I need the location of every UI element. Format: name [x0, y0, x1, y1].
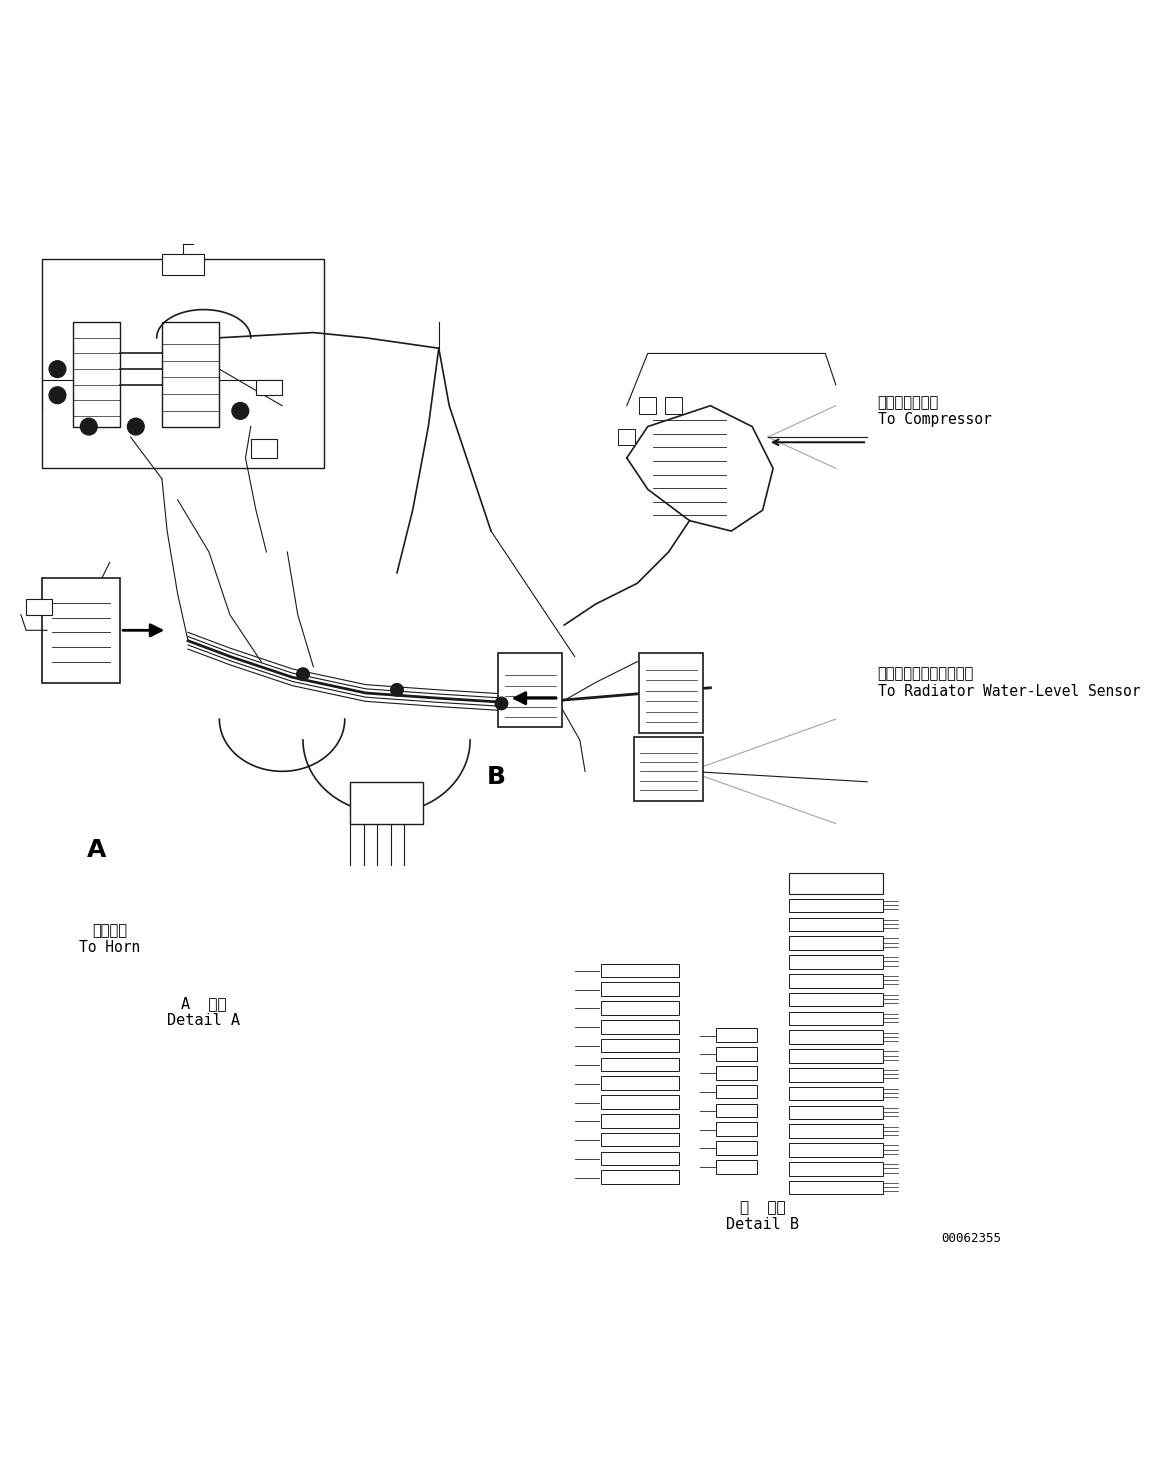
Circle shape [80, 419, 98, 435]
Bar [162, 255, 204, 275]
Bar [26, 599, 52, 614]
Bar [789, 1106, 883, 1119]
Bar [162, 323, 220, 426]
Circle shape [49, 386, 66, 404]
Text: ラジエータ水位センサへ
To Radiator Water-Level Sensor: ラジエータ水位センサへ To Radiator Water-Level Sens… [878, 666, 1140, 699]
Bar [601, 1000, 679, 1015]
Bar [789, 1143, 883, 1157]
Bar [350, 781, 423, 823]
Bar [715, 1029, 757, 1042]
Bar [789, 1049, 883, 1063]
Bar [601, 1020, 679, 1033]
Circle shape [49, 361, 66, 377]
Bar [789, 918, 883, 931]
FancyBboxPatch shape [634, 737, 704, 801]
Text: A: A [86, 838, 106, 861]
Bar [789, 873, 883, 894]
Bar [789, 1069, 883, 1082]
Circle shape [495, 697, 508, 710]
Bar [601, 1171, 679, 1184]
Bar [715, 1122, 757, 1137]
Bar [789, 1162, 883, 1175]
FancyBboxPatch shape [640, 653, 704, 733]
Bar [789, 955, 883, 969]
Bar [715, 1085, 757, 1098]
Bar [789, 1181, 883, 1194]
Bar [789, 898, 883, 912]
Text: A  詳細
Detail A: A 詳細 Detail A [167, 996, 241, 1029]
Bar [256, 379, 283, 395]
Bar [601, 1114, 679, 1128]
Bar [73, 323, 120, 426]
Bar [251, 440, 277, 457]
FancyBboxPatch shape [42, 259, 323, 468]
Text: 日  詳細
Detail B: 日 詳細 Detail B [726, 1200, 799, 1231]
Bar [665, 397, 683, 414]
Circle shape [231, 403, 249, 419]
Bar [789, 974, 883, 987]
Bar [601, 1058, 679, 1072]
Bar [715, 1104, 757, 1117]
FancyBboxPatch shape [498, 653, 562, 728]
Bar [715, 1048, 757, 1061]
Bar [789, 1012, 883, 1026]
Bar [601, 963, 679, 977]
Bar [715, 1141, 757, 1154]
Bar [601, 1095, 679, 1109]
Circle shape [128, 419, 144, 435]
Bar [601, 1076, 679, 1089]
Circle shape [297, 667, 309, 681]
Bar [601, 1039, 679, 1052]
Bar [640, 397, 656, 414]
Text: B: B [487, 765, 506, 789]
Text: コンプレッサへ
To Compressor: コンプレッサへ To Compressor [878, 395, 991, 428]
Bar [601, 983, 679, 996]
Bar [789, 1125, 883, 1138]
Bar [789, 1086, 883, 1101]
Bar [789, 1030, 883, 1043]
Bar [715, 1160, 757, 1174]
Bar [601, 1151, 679, 1165]
FancyBboxPatch shape [42, 579, 120, 682]
Bar [619, 429, 635, 445]
Text: 00062355: 00062355 [942, 1231, 1001, 1245]
Bar [789, 993, 883, 1006]
Bar [601, 1132, 679, 1147]
Circle shape [391, 684, 404, 696]
Text: ホーンへ
To Horn: ホーンへ To Horn [79, 924, 141, 955]
Bar [715, 1066, 757, 1079]
Bar [789, 937, 883, 950]
